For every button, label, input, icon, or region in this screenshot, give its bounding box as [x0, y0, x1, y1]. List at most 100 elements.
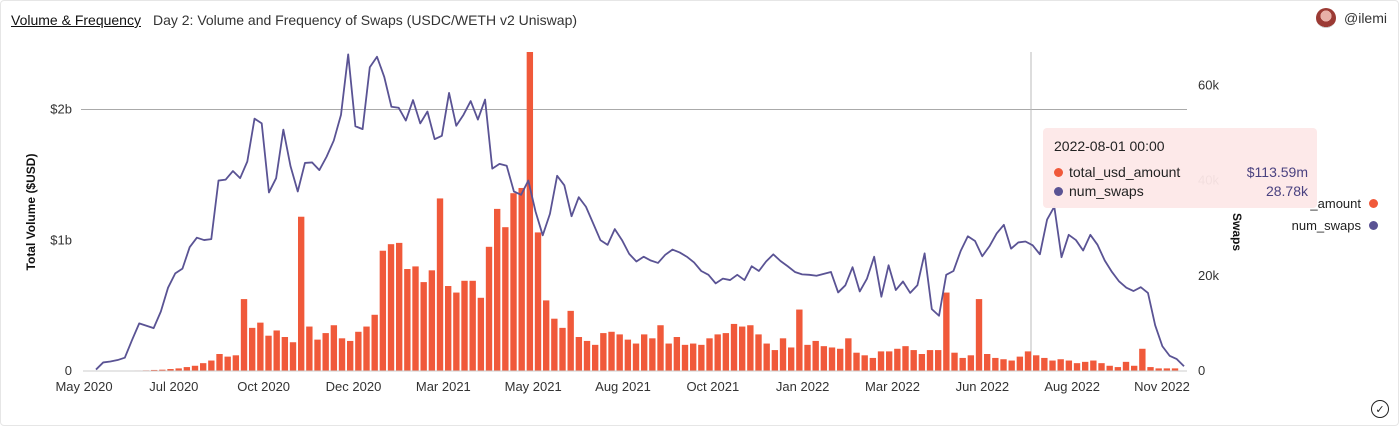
- volume-bar: [461, 280, 468, 371]
- volume-bar: [828, 347, 836, 371]
- tooltip-name-swaps: num_swaps: [1069, 183, 1144, 199]
- legend-item-swaps[interactable]: num_swaps: [1262, 214, 1378, 236]
- x-axis-tick-label: Jul 2020: [149, 379, 198, 394]
- tooltip-dot-volume: [1054, 167, 1063, 177]
- volume-bar: [877, 351, 885, 371]
- volume-bar: [1122, 361, 1130, 371]
- volume-bar: [477, 297, 485, 371]
- gridlines: [81, 52, 1187, 371]
- volume-bar: [216, 354, 223, 371]
- volume-bar: [159, 369, 166, 371]
- legend-item-volume[interactable]: _amount: [1262, 192, 1378, 214]
- volume-bar: [330, 325, 338, 371]
- volume-bar: [224, 356, 231, 371]
- volume-bar: [306, 326, 313, 371]
- legend-label-swaps: num_swaps: [1291, 217, 1361, 233]
- volume-bar: [289, 342, 297, 371]
- volume-bar: [722, 333, 730, 371]
- volume-bar: [1098, 363, 1105, 371]
- volume-bar: [894, 348, 901, 371]
- volume-bar: [559, 327, 566, 371]
- volume-bar: [322, 333, 329, 371]
- volume-bar: [396, 242, 403, 371]
- volume-bar: [632, 343, 640, 371]
- volume-bar: [273, 330, 280, 371]
- volume-bar: [1057, 359, 1064, 371]
- volume-bar: [1171, 368, 1179, 371]
- volume-bar: [616, 334, 623, 371]
- volume-bar: [583, 340, 591, 371]
- volume-bar: [371, 314, 378, 371]
- left-axis-tick-label: $2b: [50, 102, 72, 117]
- left-axis-tick-label: 0: [65, 363, 72, 378]
- volume-bar: [624, 339, 632, 371]
- volume-bar: [681, 344, 689, 371]
- volume-bar: [208, 360, 215, 371]
- volume-bar: [779, 338, 787, 371]
- volume-bar: [1073, 363, 1081, 371]
- volume-bar: [167, 369, 174, 371]
- volume-bar: [1090, 360, 1097, 371]
- volume-bar: [763, 343, 770, 371]
- x-axis-tick-label: May 2021: [505, 379, 562, 394]
- tooltip-name-volume: total_usd_amount: [1069, 164, 1181, 180]
- volume-bar: [518, 187, 525, 371]
- x-axis-tick-label: Aug 2021: [595, 379, 651, 394]
- tooltip-value-swaps: 28.78k: [1265, 183, 1308, 199]
- volume-bar: [1139, 348, 1146, 371]
- volume-bar: [935, 350, 942, 371]
- x-axis-tick-label: Jun 2022: [956, 379, 1010, 394]
- volume-bar: [526, 52, 534, 371]
- x-axis-tick-label: Mar 2021: [416, 379, 471, 394]
- volume-bar: [861, 355, 868, 371]
- volume-bar: [494, 208, 501, 371]
- volume-bar: [1131, 365, 1138, 371]
- check-circle-icon[interactable]: ✓: [1371, 400, 1389, 418]
- volume-bar: [175, 368, 182, 371]
- volume-bar: [510, 193, 517, 371]
- volume-bar: [200, 363, 207, 371]
- volume-bar: [1049, 360, 1056, 371]
- volume-bar: [984, 354, 991, 371]
- right-axis-tick-label: 20k: [1198, 268, 1219, 283]
- author-badge[interactable]: @ilemi: [1316, 8, 1387, 28]
- legend-label-volume: _amount: [1310, 195, 1361, 211]
- volume-bar: [837, 348, 844, 371]
- volume-bar: [600, 333, 607, 371]
- volume-bar: [951, 352, 958, 371]
- chart-legend: _amount num_swaps: [1262, 192, 1378, 236]
- left-axis-title: Total Volume ($USD): [24, 154, 38, 271]
- volume-bar: [812, 340, 819, 371]
- volume-bar: [453, 292, 460, 371]
- volume-bar: [1065, 360, 1073, 371]
- volume-bar: [1163, 368, 1171, 371]
- volume-bar: [975, 299, 983, 371]
- volume-bar: [739, 326, 746, 371]
- legend-dot-volume: [1369, 198, 1378, 208]
- volume-bar: [796, 309, 803, 371]
- volume-bar: [649, 338, 656, 371]
- volume-bar: [355, 331, 362, 371]
- tooltip-row-swaps: num_swaps 28.78k: [1054, 182, 1308, 200]
- volume-bar: [926, 350, 934, 371]
- volume-bar: [412, 266, 419, 371]
- volume-bar: [902, 346, 909, 371]
- tooltip-value-volume: $113.59m: [1246, 164, 1308, 180]
- x-axis-tick-label: Oct 2021: [686, 379, 739, 394]
- volume-bar: [534, 232, 542, 371]
- volume-bar: [788, 347, 795, 371]
- volume-bar: [959, 357, 966, 371]
- swaps-line: [95, 53, 1185, 371]
- visualization-title: Day 2: Volume and Frequency of Swaps (US…: [152, 12, 578, 28]
- left-axis-tick-label: $1b: [50, 232, 72, 247]
- volume-bar: [673, 337, 681, 371]
- volume-bar: [298, 216, 305, 371]
- volume-bars: [102, 52, 1179, 371]
- volume-bar: [191, 365, 199, 371]
- query-title-link[interactable]: Volume & Frequency: [11, 12, 141, 28]
- volume-bar: [820, 346, 828, 371]
- volume-bar: [690, 343, 697, 371]
- volume-bar: [657, 325, 664, 371]
- x-axis-tick-label: Mar 2022: [865, 379, 920, 394]
